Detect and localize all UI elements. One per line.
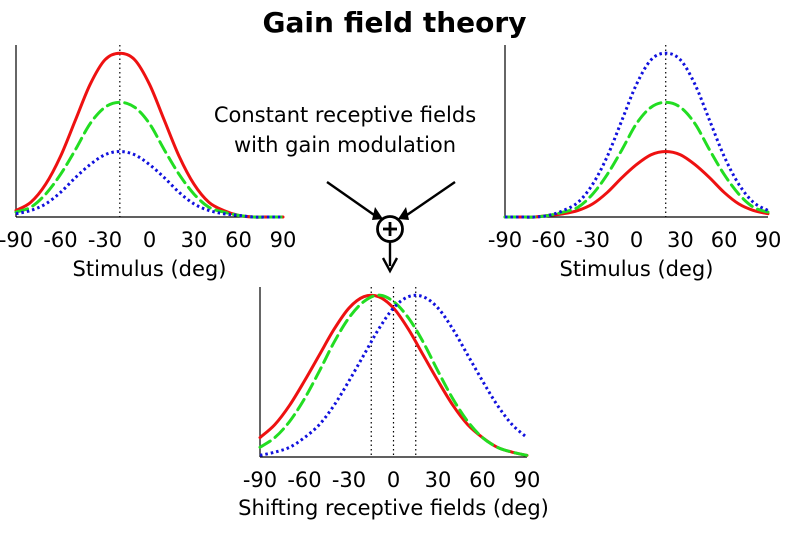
gain-combination-diagram [326, 181, 456, 274]
output-arrowhead [381, 257, 399, 274]
x-axis-label: Stimulus (deg) [73, 257, 227, 281]
right-input-arrow [403, 181, 456, 218]
x-tick-label: 60 [711, 228, 738, 252]
figure-title: Gain field theory [262, 6, 527, 39]
x-tick-label: -90 [0, 228, 33, 252]
x-tick-label: 30 [667, 228, 694, 252]
panel-bottom: -90 -60 -30 0 30 60 90 Shifting receptive field… [238, 287, 549, 520]
x-tick-label: -90 [488, 228, 522, 252]
left-input-arrow [326, 181, 378, 218]
annotation-text: Constant receptive fields with gain modu… [205, 100, 485, 160]
series-blue-line [505, 51, 769, 219]
series-green-line [503, 100, 770, 219]
x-tick-label: -30 [576, 228, 610, 252]
x-tick-label: -60 [532, 228, 566, 252]
x-tick-label: 0 [143, 228, 156, 252]
series-green-line [258, 293, 529, 457]
x-tick-label: -90 [243, 468, 277, 492]
x-tick-label: -30 [88, 228, 122, 252]
panel-top-right: -90 -60 -30 0 30 60 90 Stimulus (deg) [488, 45, 782, 281]
x-tick-label: 90 [755, 228, 782, 252]
x-tick-label: 30 [425, 468, 452, 492]
panel-top-left: -90 -60 -30 0 30 60 90 Stimulus (deg) [0, 45, 296, 281]
right-arrowhead [398, 207, 409, 220]
x-tick-label: 30 [181, 228, 208, 252]
x-tick-label: 90 [270, 228, 297, 252]
series-blue-line [15, 149, 283, 219]
x-tick-label: 0 [630, 228, 643, 252]
series-green-line [14, 100, 285, 219]
x-tick-label: 0 [387, 468, 400, 492]
x-tick-label: 60 [225, 228, 252, 252]
series-red-line [14, 51, 285, 219]
x-tick-label: 60 [469, 468, 496, 492]
annotation-line-1: Constant receptive fields [213, 103, 477, 127]
left-arrowhead [372, 207, 383, 220]
x-tick-label: 90 [514, 468, 541, 492]
x-axis-label: Shifting receptive fields (deg) [238, 496, 549, 520]
x-tick-label: -30 [332, 468, 366, 492]
x-axis-label: Stimulus (deg) [560, 257, 714, 281]
series-red-line [503, 149, 770, 219]
x-tick-label: -60 [287, 468, 321, 492]
annotation-line-2: with gain modulation [233, 133, 457, 157]
x-tick-label: -60 [43, 228, 77, 252]
